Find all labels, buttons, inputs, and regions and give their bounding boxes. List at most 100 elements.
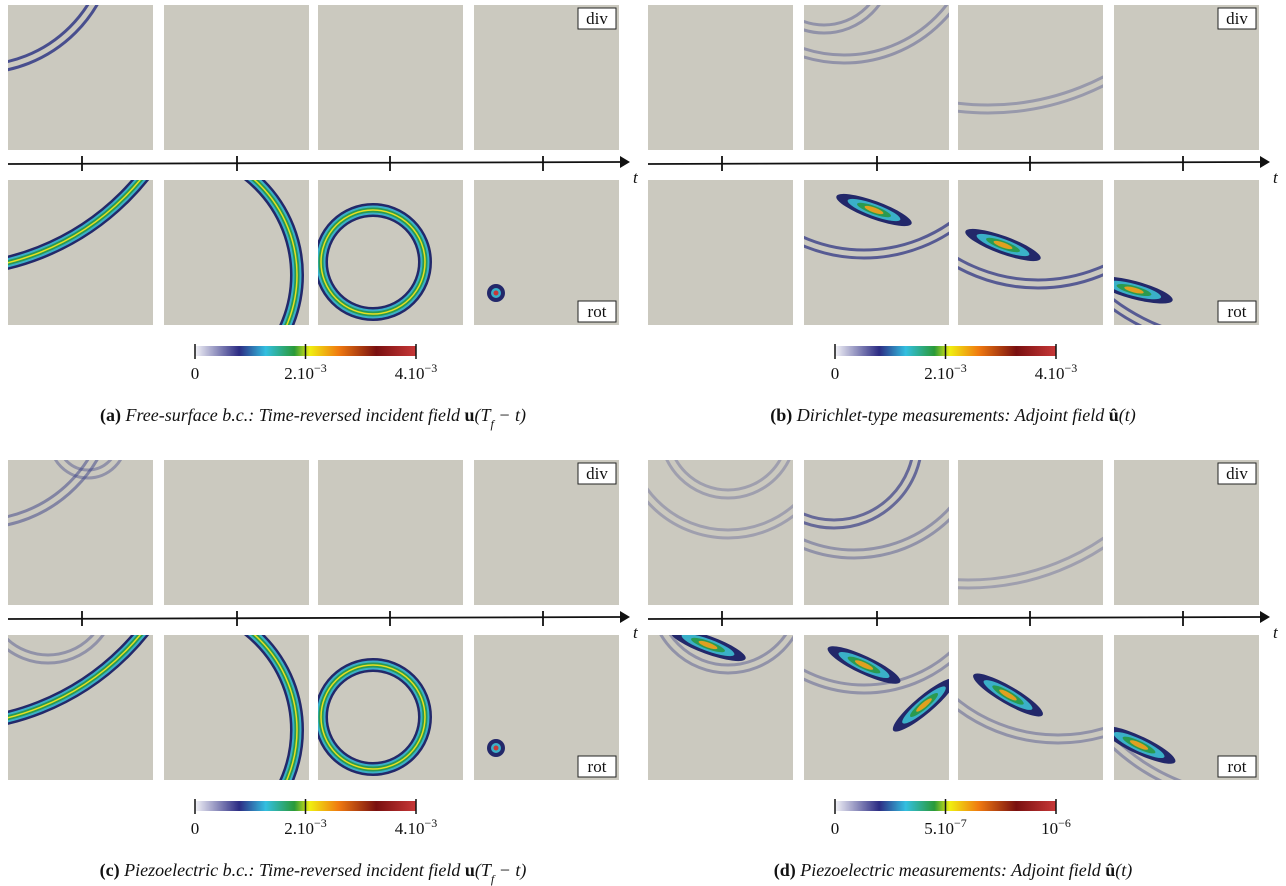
colorbar-tick-label: 0 (191, 364, 200, 383)
wavefront (320, 664, 426, 770)
wavefront (665, 460, 791, 500)
colorbar-tick-label: 0 (831, 819, 840, 838)
tag: rot (1228, 302, 1247, 321)
caption-text: Free-surface b.c.: Time-reversed inciden… (124, 405, 461, 425)
tag: rot (588, 757, 607, 776)
tag: rot (1228, 757, 1247, 776)
field-snapshot (164, 635, 309, 780)
tag-box (1217, 462, 1257, 485)
time-label: t (633, 168, 639, 187)
field-snapshot (958, 5, 1103, 150)
time-axis (7, 616, 621, 620)
tag: div (586, 464, 608, 483)
colorbar-tick-label: 2.10−3 (924, 361, 967, 383)
field-snapshot (804, 460, 949, 605)
tick-base: 4.10 (1035, 364, 1065, 383)
hotspot (827, 646, 901, 684)
field-snapshot (648, 180, 793, 325)
time-arrow (620, 156, 630, 168)
wavefront (804, 651, 949, 687)
wavefront (804, 661, 949, 695)
caption-math: û (1105, 860, 1115, 880)
field-snapshot (8, 180, 153, 325)
colorbar-tick-label: 4.10−3 (395, 816, 438, 838)
time-axis (647, 616, 1261, 620)
hotspot (892, 678, 949, 732)
caption: (d) Piezoelectric measurements: Adjoint … (774, 860, 1132, 881)
caption-math: f (491, 872, 496, 886)
field-snapshot (804, 180, 949, 325)
hotspot (973, 673, 1043, 717)
snapshot-background (648, 460, 793, 605)
wavefront (659, 635, 793, 675)
caption: (a) Free-surface b.c.: Time-reversed inc… (100, 405, 526, 431)
wavefront (804, 221, 949, 252)
wavefront (668, 635, 788, 667)
caption-label: (a) (100, 405, 121, 426)
wavefront (958, 75, 1103, 107)
wavefront (53, 460, 123, 480)
wavefront (804, 5, 949, 57)
tick-base: 2.10 (284, 819, 314, 838)
wavefront (804, 460, 922, 530)
time-axis (7, 161, 621, 165)
tag-box (1217, 755, 1257, 778)
tick-exponent: −3 (314, 816, 327, 830)
caption-math: u (465, 860, 475, 880)
field-snapshot (804, 635, 949, 780)
field-snapshot (648, 460, 793, 605)
time-axis (647, 161, 1261, 165)
caption-math: f (491, 417, 496, 431)
hotspot-layer (916, 698, 932, 712)
tick-exponent: −6 (1058, 816, 1071, 830)
field-snapshot (958, 635, 1103, 780)
tick-base: 4.10 (395, 819, 425, 838)
tick-base: 0 (191, 819, 200, 838)
snapshot-background (318, 460, 463, 605)
caption-math: (T (475, 860, 493, 881)
hotspot (1114, 726, 1176, 764)
caption: (b) Dirichlet-type measurements: Adjoint… (770, 405, 1135, 426)
tick-base: 5.10 (924, 819, 954, 838)
tag-box (1217, 7, 1257, 30)
snapshot-background (648, 635, 793, 780)
tick-exponent: −3 (424, 816, 437, 830)
wavefront (8, 635, 95, 657)
field-snapshot (8, 5, 153, 150)
wavefront (648, 487, 793, 532)
colorbar-tick-label: 0 (191, 819, 200, 838)
field-snapshot (318, 460, 463, 605)
field-snapshot (318, 180, 463, 325)
tag: rot (588, 302, 607, 321)
hotspot-layer (854, 660, 874, 670)
caption-math: − t) (494, 860, 526, 881)
hotspot-layer (864, 205, 884, 215)
caption-math: (t) (1119, 405, 1136, 426)
field-snapshot (804, 5, 949, 150)
caption-math: (t) (1115, 860, 1132, 881)
snapshot-background (164, 460, 309, 605)
time-label: t (1273, 623, 1279, 642)
hotspot-layer (993, 240, 1013, 250)
tick-exponent: −3 (954, 361, 967, 375)
wavefront (958, 256, 1103, 282)
field-snapshot (318, 635, 463, 780)
wavefront (320, 209, 426, 315)
caption-label: (b) (770, 405, 792, 426)
caption-text: Piezoelectric measurements: Adjoint fiel… (799, 860, 1101, 880)
tick-base: 4.10 (395, 364, 425, 383)
tag-box (577, 755, 617, 778)
tick-base: 10 (1041, 819, 1058, 838)
wavefront (958, 546, 1103, 590)
colorbar-tick-label: 5.10−7 (924, 816, 967, 838)
hotspot-layer (1129, 740, 1149, 750)
snapshot-background (804, 5, 949, 150)
snapshot-background (648, 5, 793, 150)
source (493, 290, 499, 296)
colorbar-tick-label: 4.10−3 (395, 361, 438, 383)
wavefront (958, 708, 1103, 745)
wavefront (648, 500, 793, 540)
tick-exponent: −7 (954, 816, 967, 830)
hotspot (1114, 276, 1173, 304)
